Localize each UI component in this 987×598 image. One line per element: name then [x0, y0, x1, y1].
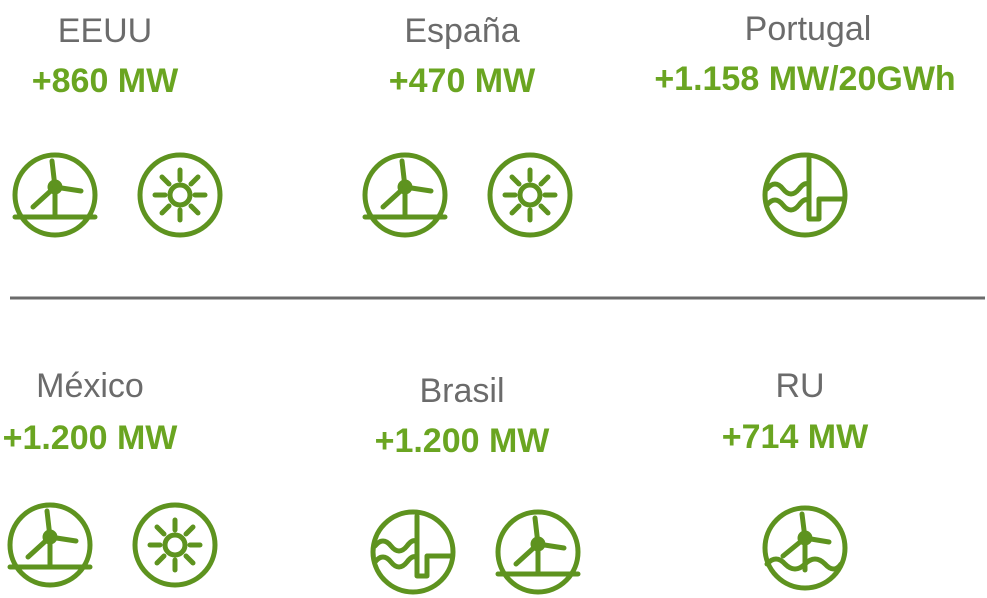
cell: Portugal +1.158 MW/20GWh: [654, 10, 956, 235]
country-name: Portugal: [745, 10, 872, 48]
country-name: España: [404, 12, 519, 50]
cell: México +1.200 MW: [3, 367, 215, 585]
country-name: Brasil: [419, 372, 504, 410]
wind-icon: [10, 505, 90, 585]
capacity: +860 MW: [32, 62, 179, 100]
capacity: +470 MW: [389, 62, 536, 100]
wind-icon: [15, 155, 95, 235]
hydro-icon: [373, 512, 453, 592]
capacity: +1.200 MW: [3, 419, 179, 457]
cell: España +470 MW: [365, 12, 570, 235]
capacity: +714 MW: [722, 418, 869, 456]
offshore-wind-icon: [765, 508, 845, 588]
cell: EEUU +860 MW: [15, 12, 220, 235]
cell: RU +714 MW: [722, 367, 869, 588]
capacity: +1.158 MW/20GWh: [654, 60, 955, 98]
capacity: +1.200 MW: [375, 422, 551, 460]
country-name: México: [36, 367, 144, 405]
hydro-icon: [765, 155, 845, 235]
wind-icon: [498, 512, 578, 592]
solar-icon: [490, 155, 570, 235]
solar-icon: [140, 155, 220, 235]
country-name: EEUU: [58, 12, 152, 50]
country-name: RU: [775, 367, 824, 405]
solar-icon: [135, 505, 215, 585]
wind-icon: [365, 155, 445, 235]
cell: Brasil +1.200 MW: [373, 372, 578, 592]
